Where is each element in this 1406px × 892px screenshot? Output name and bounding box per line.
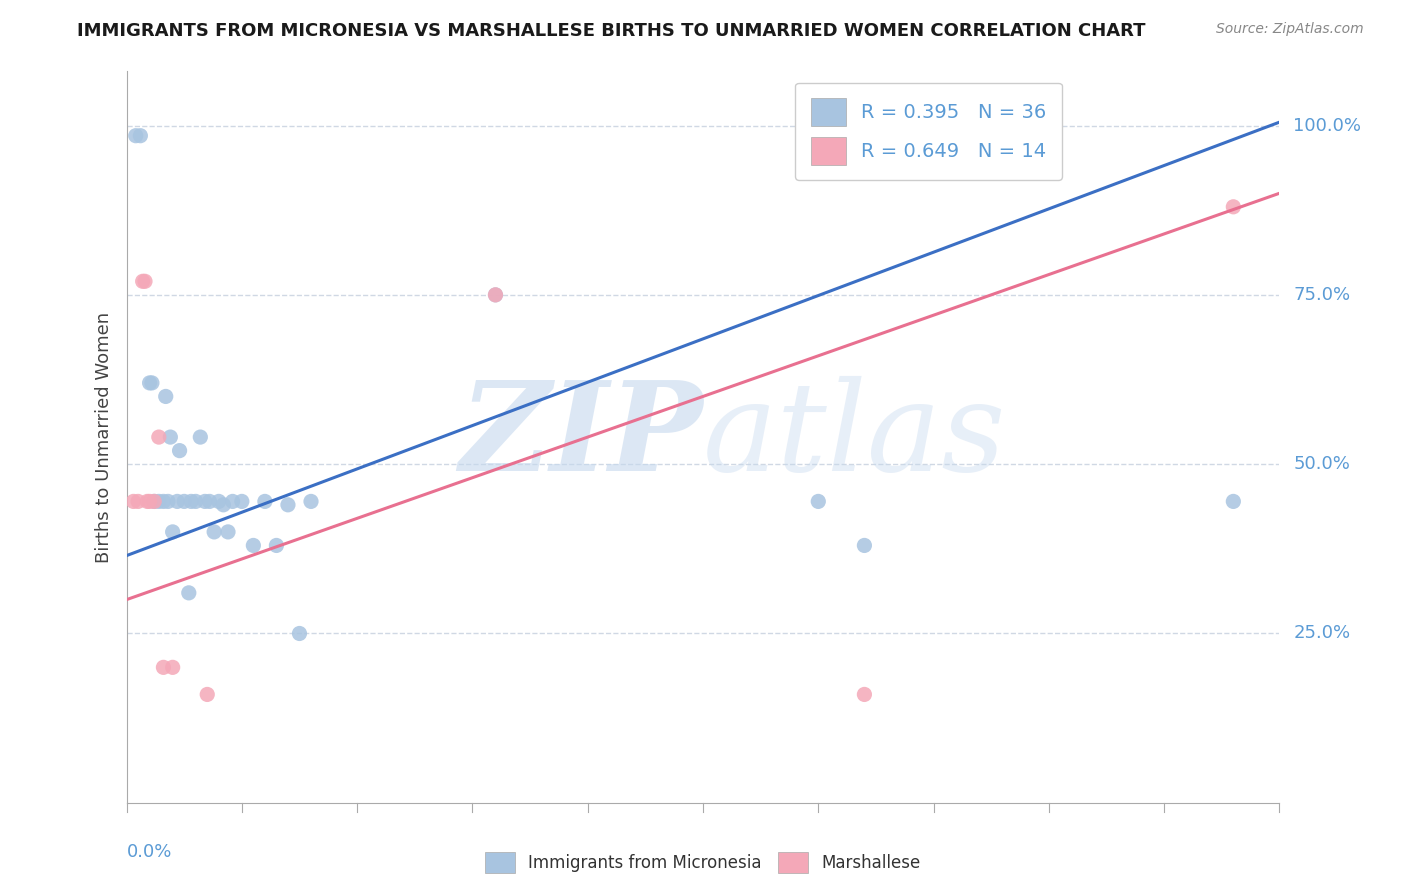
Point <box>136 494 159 508</box>
Point <box>484 288 506 302</box>
Point <box>231 494 253 508</box>
Point <box>277 498 299 512</box>
Point <box>288 626 311 640</box>
Legend: Immigrants from Micronesia, Marshallese: Immigrants from Micronesia, Marshallese <box>478 846 928 880</box>
Point <box>180 494 202 508</box>
Point <box>155 389 177 403</box>
Point <box>1222 200 1244 214</box>
Point <box>484 288 506 302</box>
Point <box>143 494 166 508</box>
Point <box>129 128 152 143</box>
Point <box>162 660 184 674</box>
Point <box>208 494 231 508</box>
Point <box>159 430 181 444</box>
Point <box>143 494 166 508</box>
Text: ZIP: ZIP <box>460 376 703 498</box>
Point <box>138 376 160 390</box>
Point <box>125 128 148 143</box>
Point <box>202 524 225 539</box>
Point <box>134 274 156 288</box>
Point <box>184 494 207 508</box>
Text: 100.0%: 100.0% <box>1294 117 1361 135</box>
Point <box>127 494 149 508</box>
Point <box>853 688 876 702</box>
Text: 0.0%: 0.0% <box>127 843 172 861</box>
Point <box>807 494 830 508</box>
Point <box>177 586 200 600</box>
Legend: R = 0.395   N = 36, R = 0.649   N = 14: R = 0.395 N = 36, R = 0.649 N = 14 <box>796 83 1062 180</box>
Point <box>212 498 235 512</box>
Point <box>221 494 243 508</box>
Text: 50.0%: 50.0% <box>1294 455 1350 473</box>
Point <box>253 494 276 508</box>
Point <box>152 660 174 674</box>
Point <box>152 494 174 508</box>
Point <box>217 524 239 539</box>
Point <box>198 494 221 508</box>
Point <box>148 494 170 508</box>
Text: IMMIGRANTS FROM MICRONESIA VS MARSHALLESE BIRTHS TO UNMARRIED WOMEN CORRELATION : IMMIGRANTS FROM MICRONESIA VS MARSHALLES… <box>77 22 1146 40</box>
Text: 25.0%: 25.0% <box>1294 624 1350 642</box>
Point <box>157 494 180 508</box>
Text: 75.0%: 75.0% <box>1294 285 1350 304</box>
Point <box>1222 494 1244 508</box>
Point <box>195 688 218 702</box>
Point <box>188 430 211 444</box>
Point <box>131 274 153 288</box>
Y-axis label: Births to Unmarried Women: Births to Unmarried Women <box>94 311 112 563</box>
Text: Source: ZipAtlas.com: Source: ZipAtlas.com <box>1216 22 1364 37</box>
Point <box>162 524 184 539</box>
Point <box>266 538 288 552</box>
Point <box>122 494 145 508</box>
Point <box>853 538 876 552</box>
Point <box>173 494 195 508</box>
Point <box>169 443 191 458</box>
Text: atlas: atlas <box>703 376 1007 498</box>
Point <box>166 494 188 508</box>
Point <box>141 376 163 390</box>
Point <box>194 494 217 508</box>
Point <box>148 430 170 444</box>
Point <box>242 538 264 552</box>
Point <box>299 494 322 508</box>
Point <box>138 494 160 508</box>
